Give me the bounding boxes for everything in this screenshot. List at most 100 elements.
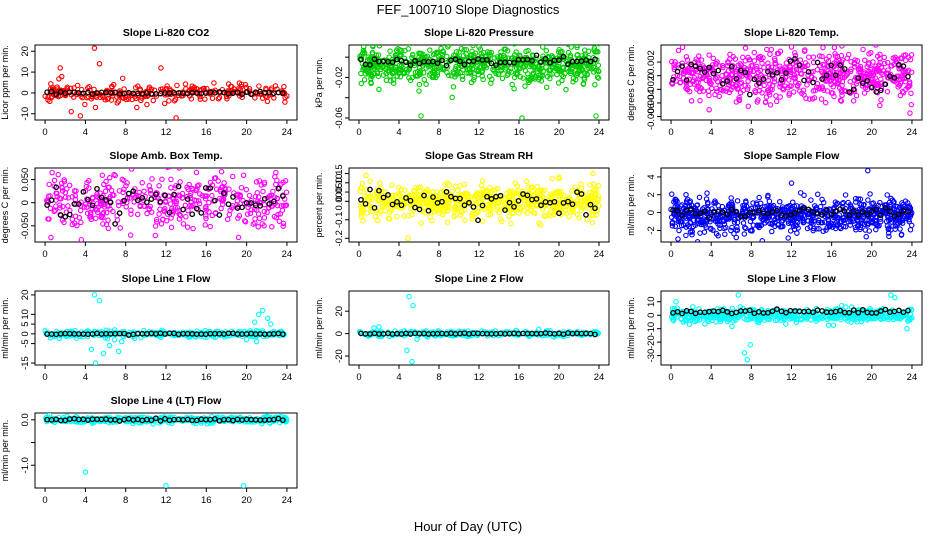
data-point [676, 227, 682, 234]
data-point-black [560, 53, 567, 60]
x-tick-label: 4 [709, 249, 714, 260]
data-point-black [94, 185, 100, 192]
data-point-black [896, 211, 902, 218]
data-point [763, 94, 770, 100]
data-point [188, 96, 195, 102]
x-tick-label: 0 [668, 372, 673, 383]
data-point [459, 209, 465, 216]
data-point [168, 215, 174, 221]
data-point-outlier [119, 75, 126, 82]
data-point [280, 220, 287, 227]
data-point-black [701, 69, 708, 75]
data-point [548, 191, 554, 198]
data-point [813, 84, 820, 91]
data-point [434, 69, 441, 76]
data-point-outlier [476, 45, 482, 50]
data-point [405, 212, 412, 219]
data-point-black [583, 212, 589, 218]
data-point [523, 178, 530, 185]
data-point [888, 63, 895, 69]
y-tick-label: -30 [646, 349, 657, 363]
data-point [764, 203, 770, 209]
data-point [864, 222, 871, 228]
data-point [137, 202, 143, 209]
data-point [853, 92, 860, 99]
data-point [767, 102, 774, 108]
data-point [831, 45, 838, 51]
data-point [726, 89, 733, 96]
y-tick-label: 20 [334, 306, 345, 317]
data-point [812, 203, 818, 209]
x-tick-label: 0 [356, 249, 361, 260]
data-point-black [121, 197, 128, 204]
data-point-black [692, 63, 699, 69]
data-point [536, 66, 542, 72]
data-point [375, 198, 381, 204]
x-tick-label: 0 [42, 127, 47, 138]
data-point [224, 216, 231, 222]
data-point [148, 209, 155, 215]
data-point [816, 226, 822, 232]
data-point [100, 209, 107, 216]
data-point [194, 183, 201, 189]
data-point [153, 216, 160, 223]
data-point [692, 222, 699, 228]
data-point [807, 224, 813, 230]
data-point-black [484, 193, 490, 200]
data-point [260, 188, 266, 195]
data-point [738, 62, 745, 68]
data-point [696, 76, 703, 82]
data-point-black [439, 198, 445, 205]
data-point-black [565, 61, 571, 68]
data-point [561, 192, 567, 199]
data-point [162, 199, 169, 205]
x-tick-label: 16 [201, 127, 212, 138]
data-point [105, 184, 111, 191]
y-tick-label: 0 [20, 331, 31, 336]
data-point-black [139, 194, 146, 201]
data-point [874, 53, 881, 59]
data-point [718, 86, 725, 93]
data-point [372, 213, 379, 220]
data-point-outlier [251, 319, 258, 325]
data-point-black [688, 206, 694, 213]
x-tick-label: 12 [161, 249, 172, 260]
data-point [786, 92, 792, 98]
data-point [886, 233, 892, 240]
data-point-black [407, 197, 414, 204]
data-point [683, 224, 689, 230]
data-point [884, 192, 890, 198]
data-point [838, 302, 845, 309]
x-tick-label: 12 [474, 372, 485, 383]
data-point [382, 208, 388, 214]
data-point-black [728, 206, 735, 213]
data-point-black [470, 204, 477, 210]
x-tick-label: 12 [786, 249, 797, 260]
data-point-outlier [706, 107, 712, 113]
data-point [100, 214, 106, 221]
data-point-black [506, 199, 513, 206]
y-tick-label: 10 [20, 67, 31, 78]
data-point [761, 64, 767, 71]
data-point [555, 49, 562, 55]
data-point-outlier [259, 307, 266, 314]
data-point [527, 77, 534, 83]
data-point [449, 94, 455, 101]
data-point-black [706, 215, 713, 221]
data-point [69, 221, 76, 228]
data-point-black [533, 196, 540, 202]
data-point [697, 230, 703, 236]
data-point [413, 192, 419, 198]
y-tick-label: 10 [20, 309, 31, 320]
data-point [150, 97, 157, 104]
data-point [581, 47, 588, 53]
data-point [532, 45, 537, 47]
data-point-black [783, 70, 789, 76]
data-point-outlier [519, 115, 525, 120]
data-point [543, 48, 550, 54]
data-point [527, 202, 533, 209]
x-tick-label: 16 [201, 372, 212, 383]
x-tick-label: 24 [594, 372, 605, 383]
data-point [51, 208, 57, 215]
data-point-black [148, 196, 155, 202]
